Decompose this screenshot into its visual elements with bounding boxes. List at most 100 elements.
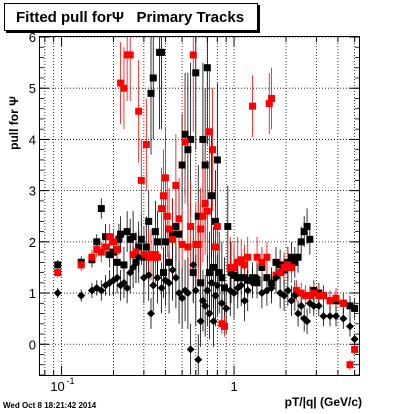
diamond-marker bbox=[134, 253, 143, 262]
diamond-marker bbox=[149, 281, 158, 290]
x-tick-label: 1 bbox=[230, 379, 237, 394]
black-square-marker bbox=[253, 279, 261, 287]
diamond-marker bbox=[222, 304, 231, 313]
black-square-marker bbox=[184, 146, 192, 154]
diamond-marker bbox=[280, 291, 289, 300]
black-square-marker bbox=[194, 212, 202, 220]
diamond-marker bbox=[144, 271, 153, 280]
red-square-marker bbox=[249, 102, 257, 110]
red-square-marker bbox=[284, 261, 292, 269]
black-square-marker bbox=[208, 192, 216, 200]
black-square-marker bbox=[181, 130, 189, 138]
axis-ticks bbox=[40, 36, 359, 376]
red-square-marker bbox=[230, 263, 238, 271]
chart-title: Fitted pull forΨ Primary Tracks bbox=[4, 3, 258, 31]
y-tick-label: 6 bbox=[29, 30, 36, 45]
black-square-marker bbox=[209, 263, 217, 271]
diamond-marker bbox=[157, 283, 166, 292]
diamond-marker bbox=[253, 273, 262, 282]
red-square-marker bbox=[268, 94, 276, 102]
red-square-marker bbox=[201, 199, 209, 207]
y-tick-label: 3 bbox=[29, 184, 36, 199]
diamond-marker bbox=[230, 289, 239, 298]
black-square-marker bbox=[187, 135, 195, 143]
red-square-marker bbox=[326, 297, 334, 305]
black-square-marker bbox=[151, 228, 159, 236]
black-square-marker bbox=[263, 274, 271, 282]
diamond-marker bbox=[123, 283, 132, 292]
diamond-marker bbox=[186, 345, 195, 354]
red-square-marker bbox=[184, 243, 192, 251]
red-square-marker bbox=[211, 243, 219, 251]
diamond-marker bbox=[189, 260, 198, 269]
black-square-marker bbox=[169, 230, 177, 238]
red-square-marker bbox=[306, 292, 314, 300]
black-square-marker bbox=[160, 269, 168, 277]
black-square-marker bbox=[189, 269, 197, 277]
diamond-marker bbox=[326, 312, 335, 321]
red-square-marker bbox=[213, 222, 221, 230]
black-square-marker bbox=[203, 64, 211, 72]
diamond-marker bbox=[165, 278, 174, 287]
red-square-marker bbox=[113, 246, 121, 254]
diamond-marker bbox=[283, 286, 292, 295]
red-square-marker bbox=[203, 207, 211, 215]
diamond-marker bbox=[211, 291, 220, 300]
diamond-marker bbox=[267, 283, 276, 292]
black-square-marker bbox=[351, 304, 359, 312]
diamond-marker bbox=[153, 273, 162, 282]
black-square-marker bbox=[165, 258, 173, 266]
red-square-marker bbox=[332, 294, 340, 302]
red-square-marker bbox=[241, 261, 249, 269]
black-square-marker bbox=[272, 258, 280, 266]
black-square-marker bbox=[192, 69, 200, 77]
diamond-marker bbox=[303, 317, 312, 326]
black-square-marker bbox=[346, 302, 354, 310]
diamond-marker bbox=[290, 291, 299, 300]
diamond-marker bbox=[77, 291, 86, 300]
black-square-marker bbox=[142, 243, 150, 251]
red-square-marker bbox=[132, 248, 140, 256]
diamond-marker bbox=[297, 301, 306, 310]
red-square-marker bbox=[226, 263, 234, 271]
red-square-marker bbox=[209, 146, 217, 154]
diamond-marker bbox=[178, 294, 187, 303]
black-square-marker bbox=[294, 253, 302, 261]
black-square-marker bbox=[268, 279, 276, 287]
black-square-marker bbox=[97, 205, 105, 213]
diamond-marker bbox=[350, 335, 359, 344]
black-square-marker bbox=[175, 230, 183, 238]
timestamp: Wed Oct 8 18:21:42 2014 bbox=[3, 401, 97, 410]
y-tick-label: 1 bbox=[29, 286, 36, 301]
plot-frame bbox=[39, 36, 360, 376]
red-square-marker bbox=[351, 345, 359, 353]
black-square-marker bbox=[201, 161, 209, 169]
black-square-marker bbox=[276, 261, 284, 269]
diamond-marker bbox=[113, 273, 122, 282]
red-square-marker bbox=[137, 176, 145, 184]
black-square-marker bbox=[135, 243, 143, 251]
black-square-marker bbox=[115, 235, 123, 243]
black-square-marker bbox=[291, 258, 299, 266]
diamond-marker bbox=[213, 281, 222, 290]
diamond-marker bbox=[183, 289, 192, 298]
red-square-marker bbox=[178, 240, 186, 248]
red-square-marker bbox=[297, 289, 305, 297]
y-axis-label: pull for Ψ bbox=[7, 96, 21, 150]
diamond-marker bbox=[240, 296, 249, 305]
red-square-marker bbox=[220, 322, 228, 330]
black-square-marker bbox=[147, 89, 155, 97]
diamond-marker bbox=[271, 273, 280, 282]
black-square-marker bbox=[249, 274, 257, 282]
diamond-marker bbox=[175, 289, 184, 298]
black-square-marker bbox=[106, 251, 114, 259]
red-square-marker bbox=[120, 84, 128, 92]
black-square-marker bbox=[230, 271, 238, 279]
diamond-marker bbox=[126, 268, 135, 277]
red-square-marker bbox=[263, 253, 271, 261]
diamond-marker bbox=[237, 281, 246, 290]
red-square-marker bbox=[135, 107, 143, 115]
black-square-marker bbox=[93, 238, 101, 246]
red-square-marker bbox=[346, 361, 354, 369]
